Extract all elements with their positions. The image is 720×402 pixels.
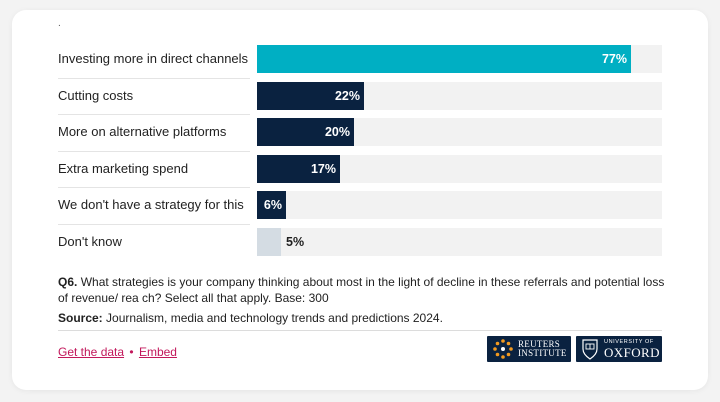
value-label: 22% [334,88,360,103]
oxford-logo-line1: UNIVERSITY OF [604,339,654,345]
top-mark: . [58,18,61,29]
source-text: Journalism, media and technology trends … [106,311,443,325]
bar [257,45,631,73]
bar-row: Don't know 5% [58,227,662,256]
university-of-oxford-logo[interactable]: UNIVERSITY OF OXFORD [576,336,662,362]
category-label: Investing more in direct channels [58,51,249,66]
bar-track: 5% [257,227,662,256]
question-text: What strategies is your company thinking… [58,275,665,305]
category-label: More on alternative platforms [58,124,227,139]
get-the-data-link[interactable]: Get the data [58,345,125,359]
reuters-logo-line2: INSTITUTE [518,348,567,358]
bar-track: 17% [257,154,662,183]
category-label: Extra marketing spend [58,160,189,176]
oxford-crest-icon [582,339,598,360]
value-label: 17% [310,161,336,176]
bar-track: 77% [257,45,662,73]
link-separator: • [129,345,134,359]
bar-track: 6% [257,191,662,219]
category-label: We don't have a strategy for this [58,197,244,212]
value-label: 5% [286,234,305,249]
bar [257,154,340,183]
oxford-logo-line2: OXFORD [604,345,660,360]
value-label: 77% [601,52,627,66]
source-note: Source: Journalism, media and technology… [58,311,668,325]
bar-row: We don't have a strategy for this 6% [58,191,662,219]
bar [257,81,364,110]
category-label: Don't know [58,233,122,249]
bar-track: 22% [257,81,662,110]
bar-row: Investing more in direct channels 77% [58,45,662,73]
value-label: 6% [263,198,282,212]
bar [257,118,354,146]
category-label: Cutting costs [58,87,134,103]
bar-row: Extra marketing spend 17% [58,154,662,183]
source-label: Source: [58,311,103,325]
reuters-dots-icon [493,339,513,359]
bar [257,191,286,219]
footer-divider [58,330,662,331]
value-label: 20% [324,125,350,139]
bar-track: 20% [257,118,662,146]
bar-row: Cutting costs 22% [58,81,662,110]
bar-row: More on alternative platforms 20% [58,118,662,146]
embed-link[interactable]: Embed [138,345,177,359]
footer-links: Get the data • Embed [58,345,177,359]
bar [257,227,281,256]
reuters-logo-line1: REUTERS [518,339,561,349]
reuters-institute-logo[interactable]: REUTERS INSTITUTE [487,336,571,362]
question-note: Q6. What strategies is your company thin… [58,274,668,306]
question-label: Q6. [58,275,78,289]
